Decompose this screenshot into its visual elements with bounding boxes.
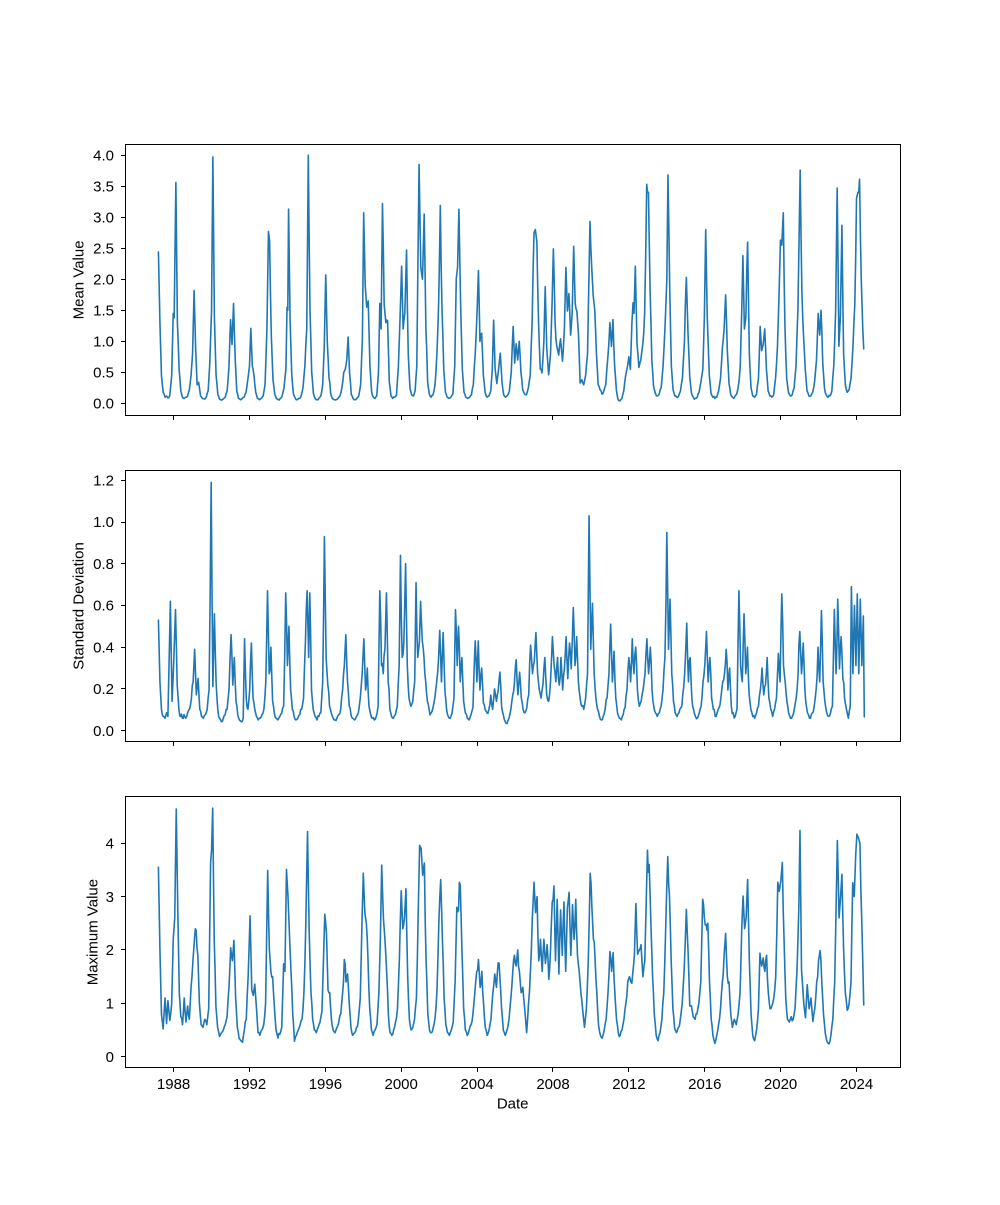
svg-text:3.5: 3.5 — [93, 178, 114, 195]
svg-text:2012: 2012 — [612, 1076, 645, 1093]
svg-text:2000: 2000 — [385, 1076, 418, 1093]
svg-text:2.0: 2.0 — [93, 271, 114, 288]
svg-text:Maximum Value: Maximum Value — [84, 879, 101, 985]
svg-text:2024: 2024 — [840, 1076, 873, 1093]
svg-text:0.2: 0.2 — [93, 681, 114, 698]
svg-text:2020: 2020 — [764, 1076, 797, 1093]
svg-text:3: 3 — [106, 889, 114, 906]
svg-text:2: 2 — [106, 942, 114, 959]
svg-text:2016: 2016 — [688, 1076, 721, 1093]
svg-text:1992: 1992 — [233, 1076, 266, 1093]
svg-text:4: 4 — [106, 835, 114, 852]
svg-text:0.8: 0.8 — [93, 556, 114, 573]
svg-text:Mean Value: Mean Value — [71, 240, 88, 319]
svg-text:1.2: 1.2 — [93, 472, 114, 489]
svg-text:1.0: 1.0 — [93, 514, 114, 531]
svg-text:0: 0 — [106, 1049, 114, 1066]
svg-text:2008: 2008 — [536, 1076, 569, 1093]
svg-text:1: 1 — [106, 996, 114, 1013]
svg-text:1988: 1988 — [157, 1076, 190, 1093]
svg-text:Standard Deviation: Standard Deviation — [71, 542, 88, 670]
svg-text:1.5: 1.5 — [93, 302, 114, 319]
svg-text:0.6: 0.6 — [93, 598, 114, 615]
svg-text:0.4: 0.4 — [93, 639, 114, 656]
svg-text:0.0: 0.0 — [93, 396, 114, 413]
svg-text:3.0: 3.0 — [93, 209, 114, 226]
svg-text:1996: 1996 — [309, 1076, 342, 1093]
svg-text:2.5: 2.5 — [93, 240, 114, 257]
svg-text:0.0: 0.0 — [93, 723, 114, 740]
svg-text:2004: 2004 — [460, 1076, 493, 1093]
svg-text:Date: Date — [497, 1096, 529, 1113]
svg-text:0.5: 0.5 — [93, 365, 114, 382]
svg-text:4.0: 4.0 — [93, 147, 114, 164]
svg-text:1.0: 1.0 — [93, 334, 114, 351]
